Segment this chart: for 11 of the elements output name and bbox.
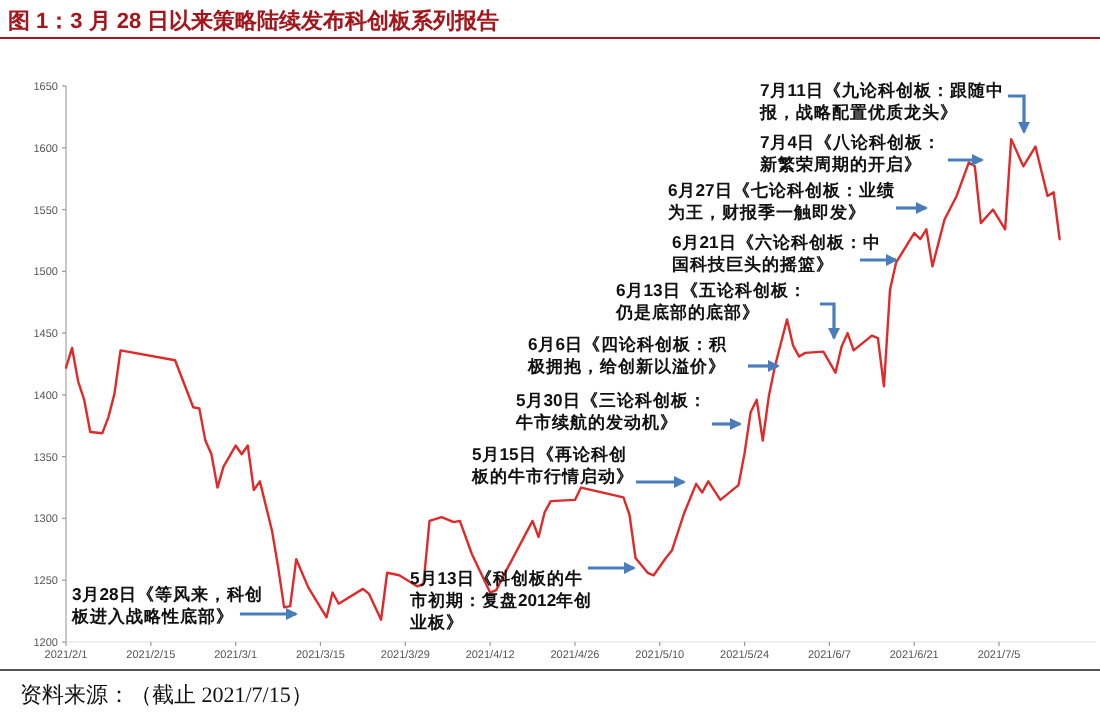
- annotation: 3月28日《等风来，科创板进入战略性底部》: [72, 584, 265, 628]
- annotation: 7月11日《九论科创板：跟随中报，战略配置优质龙头》: [760, 80, 1006, 124]
- text: 资料来源：（截止 2021/7/15）: [20, 682, 313, 710]
- annotation: 5月15日《再论科创板的牛市行情启动》: [472, 444, 636, 488]
- annotation: 6月13日《五论科创板：仍是底部的底部》: [616, 280, 809, 324]
- annotation: 6月27日《七论科创板：业绩为王，财报季一触即发》: [668, 180, 897, 224]
- annotation: 5月30日《三论科创板：牛市续航的发动机》: [516, 390, 708, 434]
- annotation: 7月4日《八论科创板：新繁荣周期的开启》: [760, 132, 944, 176]
- chart-title: 图 1：3 月 28 日以来策略陆续发布科创板系列报告: [8, 7, 500, 36]
- annotation: 6月21日《六论科创板：中国科技巨头的摇篮》: [672, 232, 883, 276]
- annotation: 6月6日《四论科创板：积极拥抱，给创新以溢价》: [528, 334, 730, 378]
